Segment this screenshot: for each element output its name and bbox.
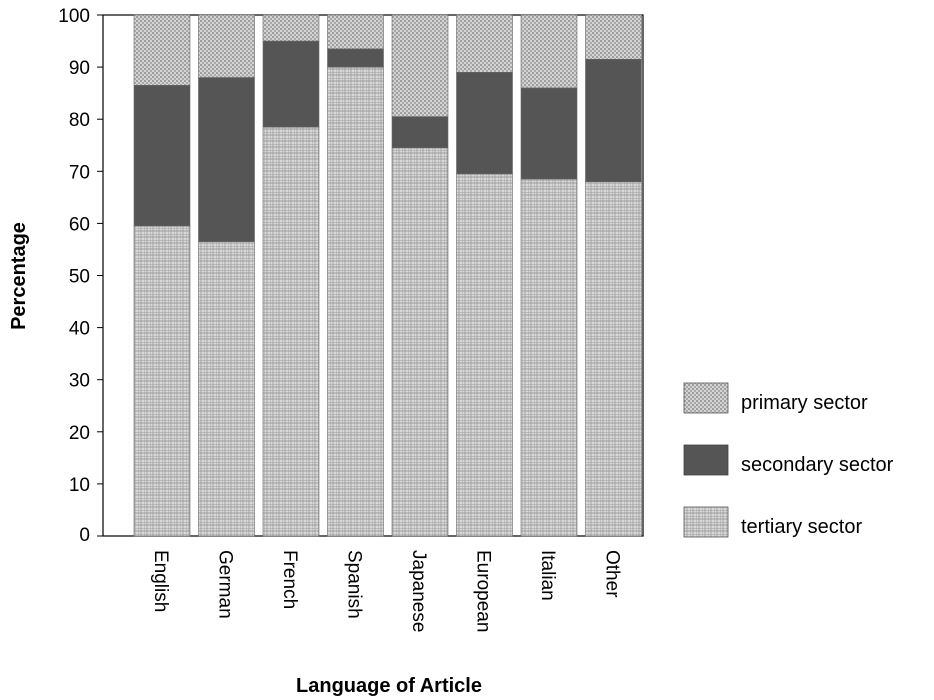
- x-tick-label-other: Other: [602, 550, 623, 598]
- bar-english-primary-sector: [133, 14, 191, 86]
- x-tick-label-european: European: [473, 550, 494, 632]
- legend-label-tertiary: tertiary sector: [741, 516, 862, 538]
- bar-european-secondary-sector: [456, 72, 513, 175]
- bars-group: [133, 14, 642, 537]
- x-tick-label-italian: Italian: [537, 550, 558, 601]
- y-tick-label-30: 30: [69, 371, 90, 392]
- x-axis: English German French Spanish Japanese Europe…: [150, 550, 623, 632]
- bar-french-primary-sector: [262, 14, 320, 42]
- bar-spanish-secondary-sector: [327, 48, 384, 68]
- bar-italian-secondary-sector: [520, 87, 578, 180]
- y-tick-label-90: 90: [69, 58, 90, 79]
- y-tick-label-10: 10: [69, 475, 90, 496]
- bar-other-secondary-sector: [585, 58, 642, 183]
- bar-european-primary-sector: [456, 14, 513, 73]
- y-tick-label-80: 80: [69, 110, 90, 131]
- bar-italian-tertiary-sector: [520, 178, 578, 537]
- x-tick-label-spanish: Spanish: [344, 550, 365, 619]
- bar-french-secondary-sector: [262, 40, 320, 128]
- legend-swatch-secondary: [683, 444, 729, 476]
- y-axis-title: Percentage: [8, 222, 30, 330]
- bar-german-tertiary-sector: [198, 241, 255, 537]
- y-axis: 0 10 20 30 40 50 60 70 80 90 100: [58, 6, 103, 546]
- y-tick-label-70: 70: [69, 162, 90, 183]
- x-axis-title: Language of Article: [296, 675, 482, 697]
- legend-swatch-primary: [683, 382, 729, 414]
- bar-other-primary-sector: [585, 14, 642, 60]
- bar-german-secondary-sector: [198, 77, 255, 242]
- legend-label-secondary: secondary sector: [741, 454, 894, 476]
- legend-swatch-tertiary: [683, 506, 729, 538]
- bar-japanese-tertiary-sector: [391, 147, 449, 537]
- x-tick-label-french: French: [279, 550, 300, 609]
- bar-spanish-primary-sector: [327, 14, 384, 50]
- x-tick-label-japanese: Japanese: [408, 550, 429, 632]
- bar-french-tertiary-sector: [262, 126, 320, 537]
- bar-german-primary-sector: [198, 14, 255, 78]
- bar-italian-primary-sector: [520, 14, 578, 89]
- bar-european-tertiary-sector: [456, 173, 513, 537]
- legend-label-primary: primary sector: [741, 392, 868, 414]
- bar-japanese-primary-sector: [391, 14, 449, 117]
- y-tick-label-0: 0: [79, 525, 90, 546]
- bar-spanish-tertiary-sector: [327, 66, 384, 537]
- y-tick-label-100: 100: [58, 6, 90, 27]
- bar-english-secondary-sector: [133, 85, 191, 227]
- y-tick-label-60: 60: [69, 214, 90, 235]
- bar-other-tertiary-sector: [585, 181, 642, 537]
- y-tick-label-40: 40: [69, 319, 90, 340]
- bar-japanese-secondary-sector: [391, 116, 449, 149]
- y-tick-label-50: 50: [69, 267, 90, 288]
- x-tick-label-english: English: [150, 550, 171, 612]
- legend: primary sector secondary sector tertiary…: [683, 382, 894, 538]
- y-tick-label-20: 20: [69, 423, 90, 444]
- bar-english-tertiary-sector: [133, 225, 191, 537]
- x-tick-label-german: German: [215, 550, 236, 619]
